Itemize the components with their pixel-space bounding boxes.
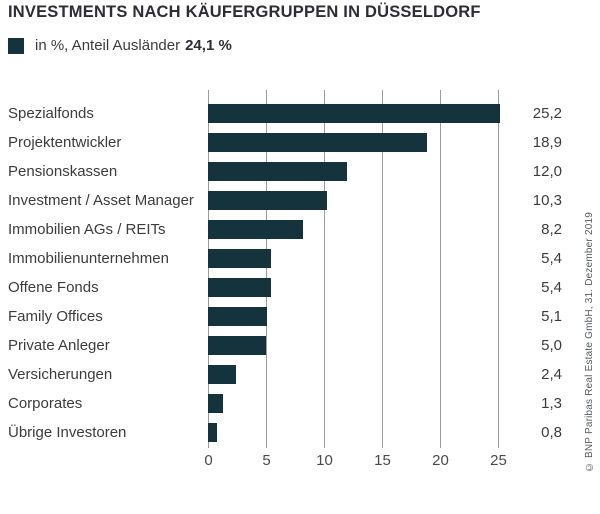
- plot-cell: [208, 302, 498, 331]
- legend-label: in %, Anteil Ausländer: [35, 37, 181, 54]
- bar: [208, 191, 328, 210]
- bar: [208, 220, 304, 239]
- bar: [208, 133, 428, 152]
- chart-row: Immobilien AGs / REITs 8,2: [8, 215, 568, 244]
- chart-row: Projektentwickler 18,9: [8, 128, 568, 157]
- category-label: Projektentwickler: [8, 134, 122, 151]
- x-tick-label: 20: [432, 452, 449, 469]
- chart-row: Spezialfonds 25,2: [8, 99, 568, 128]
- category-label: Corporates: [8, 395, 83, 412]
- bar: [208, 249, 271, 268]
- plot-cell: [208, 331, 498, 360]
- category-label: Immobilienunternehmen: [8, 250, 169, 267]
- bar: [208, 423, 218, 442]
- copyright-note: © BNP Paribas Real Estate GmbH, 31. Deze…: [584, 211, 595, 472]
- page-title: INVESTMENTS NACH KÄUFERGRUPPEN IN DÜSSEL…: [8, 3, 481, 21]
- bar: [208, 278, 271, 297]
- legend-swatch-icon: [8, 37, 24, 54]
- plot-cell: [208, 186, 498, 215]
- category-label: Versicherungen: [8, 366, 113, 383]
- x-tick-label: 10: [316, 452, 333, 469]
- value-label: 10,3: [532, 192, 562, 209]
- category-label: Investment / Asset Manager: [8, 192, 194, 209]
- value-label: 12,0: [532, 163, 562, 180]
- plot-cell: [208, 99, 501, 128]
- plot-cell: [208, 418, 498, 447]
- bar: [208, 365, 236, 384]
- bar-rows: Spezialfonds 25,2 Projektentwickler 18,9 Pen…: [8, 99, 568, 447]
- chart-row: Offene Fonds 5,4: [8, 273, 568, 302]
- plot-cell: [208, 389, 498, 418]
- plot-cell: [208, 360, 498, 389]
- bar: [208, 307, 268, 326]
- bar: [208, 104, 501, 123]
- category-label: Offene Fonds: [8, 279, 99, 296]
- plot-cell: [208, 244, 498, 273]
- chart-row: Pensionskassen 12,0: [8, 157, 568, 186]
- plot-cell: [208, 157, 498, 186]
- bar: [208, 394, 224, 413]
- x-tick-label: 25: [490, 452, 507, 469]
- legend-bold-value: 24,1 %: [185, 37, 232, 54]
- plot-cell: [208, 273, 498, 302]
- bar: [208, 336, 266, 355]
- value-label: 5,1: [541, 308, 562, 325]
- value-label: 5,0: [541, 337, 562, 354]
- chart-row: Immobilienunternehmen 5,4: [8, 244, 568, 273]
- value-label: 2,4: [541, 366, 562, 383]
- chart-legend: in %, Anteil Ausländer 24,1 %: [8, 37, 232, 54]
- value-label: 25,2: [532, 105, 562, 122]
- category-label: Private Anleger: [8, 337, 110, 354]
- chart-row: Versicherungen 2,4: [8, 360, 568, 389]
- chart-row: Private Anleger 5,0: [8, 331, 568, 360]
- value-label: 18,9: [532, 134, 562, 151]
- chart-row: Family Offices 5,1: [8, 302, 568, 331]
- x-tick-label: 5: [262, 452, 271, 469]
- category-label: Spezialfonds: [8, 105, 94, 122]
- plot-cell: [208, 128, 498, 157]
- bar-chart: Spezialfonds 25,2 Projektentwickler 18,9 Pen…: [8, 90, 568, 469]
- category-label: Übrige Investoren: [8, 424, 127, 441]
- chart-row: Investment / Asset Manager 10,3: [8, 186, 568, 215]
- value-label: 5,4: [541, 250, 562, 267]
- category-label: Pensionskassen: [8, 163, 118, 180]
- x-tick-label: 0: [204, 452, 213, 469]
- category-label: Family Offices: [8, 308, 103, 325]
- category-label: Immobilien AGs / REITs: [8, 221, 166, 238]
- value-label: 5,4: [541, 279, 562, 296]
- value-label: 8,2: [541, 221, 562, 238]
- chart-row: Corporates 1,3: [8, 389, 568, 418]
- value-label: 0,8: [541, 424, 562, 441]
- value-label: 1,3: [541, 395, 562, 412]
- bar: [208, 162, 348, 181]
- plot-cell: [208, 215, 498, 244]
- x-axis: 0 5 10 15 20 25: [204, 452, 507, 472]
- chart-row: Übrige Investoren 0,8: [8, 418, 568, 447]
- x-tick-label: 15: [374, 452, 391, 469]
